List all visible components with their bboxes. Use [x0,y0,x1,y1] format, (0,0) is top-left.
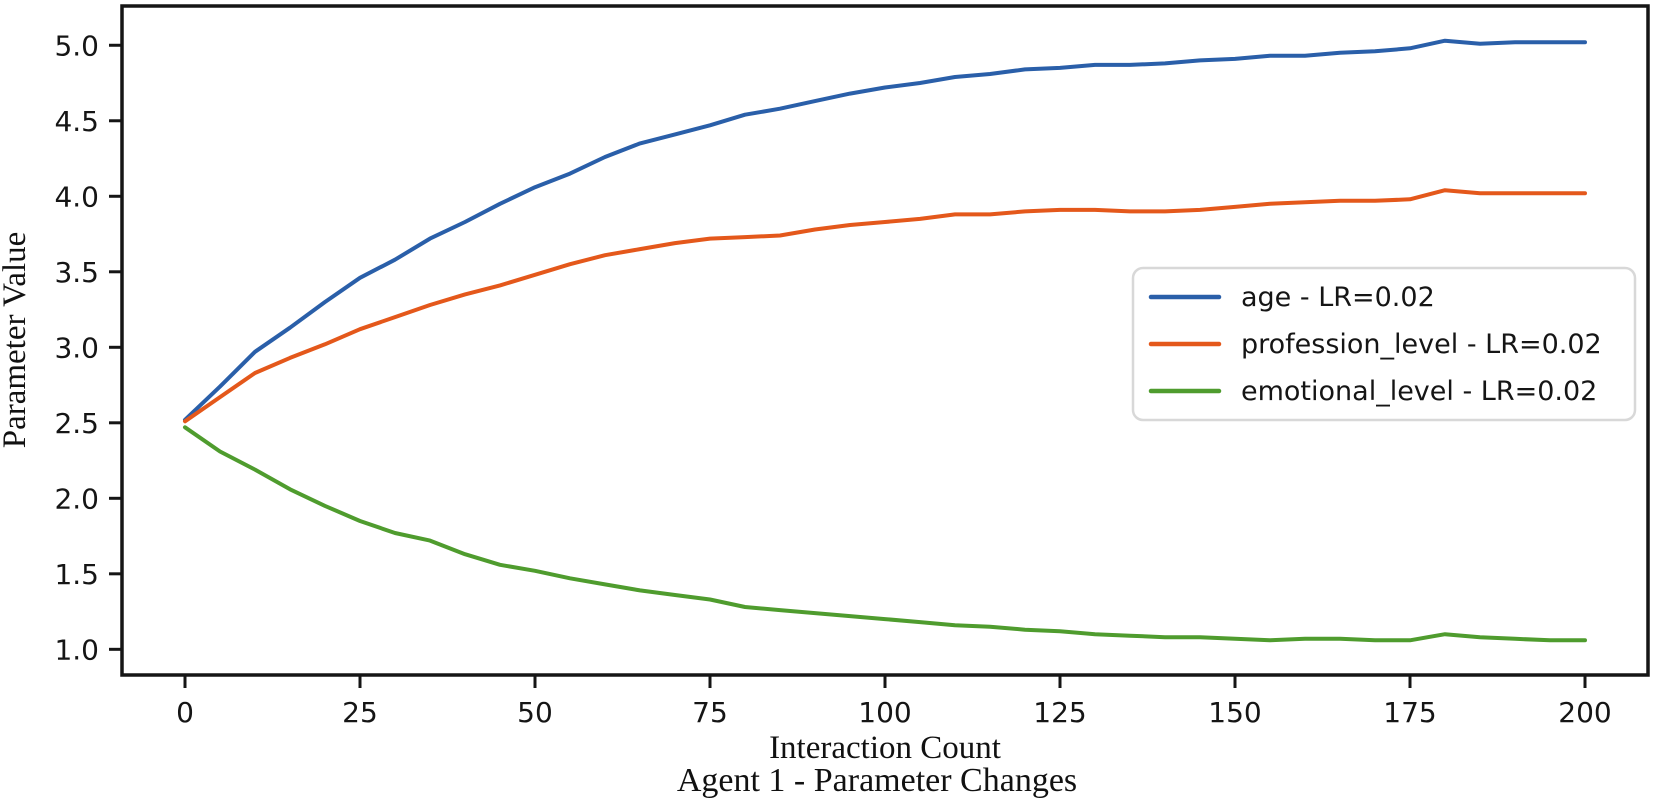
x-tick-label: 0 [176,696,194,729]
legend-label-age: age - LR=0.02 [1241,282,1435,313]
y-tick-label: 4.0 [54,180,99,213]
y-tick-label: 5.0 [54,29,99,62]
y-tick-label: 2.0 [54,482,99,515]
x-tick-label: 150 [1208,696,1261,729]
legend-item-emotional-level: emotional_level - LR=0.02 [1148,376,1597,407]
legend-label-profession-level: profession_level - LR=0.02 [1241,329,1602,360]
legend-item-profession-level: profession_level - LR=0.02 [1148,329,1602,360]
x-tick-label: 100 [858,696,911,729]
series-lines [183,38,1587,643]
series-line-emotional_level [183,425,1587,643]
x-tick-label: 25 [342,696,378,729]
series-line-age [183,38,1587,422]
legend: age - LR=0.02 profession_level - LR=0.02… [1131,266,1637,422]
x-tick-label: 125 [1033,696,1086,729]
y-axis-ticks: 1.0 1.5 2.0 2.5 3.0 3.5 4.0 4.5 5.0 [54,29,122,666]
x-tick-label: 200 [1558,696,1611,729]
legend-label-emotional-level: emotional_level - LR=0.02 [1241,376,1597,407]
y-tick-label: 3.0 [54,331,99,364]
y-axis-label: Parameter Value [0,232,33,449]
y-tick-label: 1.5 [54,558,99,591]
y-tick-label: 4.5 [54,105,99,138]
x-axis-ticks: 0 25 50 75 100 125 150 175 200 [176,675,1612,729]
y-tick-label: 1.0 [54,633,99,666]
y-tick-label: 2.5 [54,407,99,440]
legend-box [1131,266,1637,422]
series-line-profession_level [183,188,1587,424]
x-axis-label: Interaction Count [769,730,1001,766]
x-tick-label: 50 [517,696,553,729]
chart-title: Agent 1 - Parameter Changes [677,762,1077,799]
x-tick-label: 75 [692,696,728,729]
legend-item-age: age - LR=0.02 [1148,282,1435,313]
x-tick-label: 175 [1383,696,1436,729]
y-tick-label: 3.5 [54,256,99,289]
